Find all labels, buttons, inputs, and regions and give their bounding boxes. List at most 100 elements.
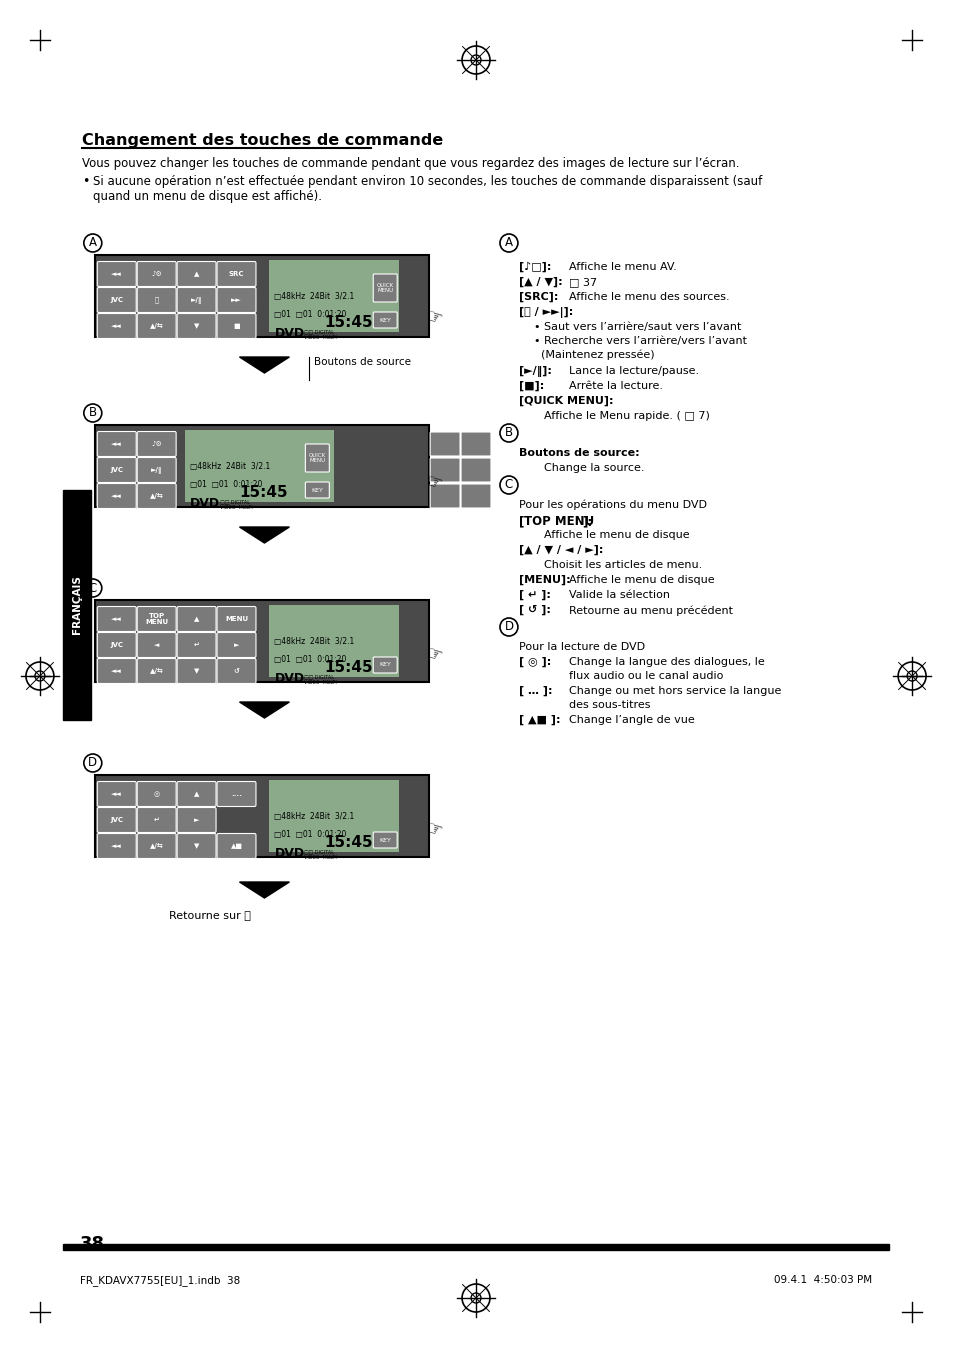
Text: □48kHz  24Bit  3/2.1: □48kHz 24Bit 3/2.1 — [274, 292, 355, 301]
Text: KEY: KEY — [379, 837, 391, 842]
Text: □ 37: □ 37 — [568, 277, 597, 287]
Text: 15:45: 15:45 — [324, 836, 373, 850]
FancyBboxPatch shape — [217, 781, 255, 807]
Text: A: A — [504, 237, 513, 250]
Text: ◄◄: ◄◄ — [112, 844, 122, 849]
Text: des sous-titres: des sous-titres — [568, 700, 650, 710]
FancyBboxPatch shape — [97, 314, 136, 338]
Text: KEY: KEY — [379, 318, 391, 323]
FancyBboxPatch shape — [137, 484, 176, 508]
FancyBboxPatch shape — [430, 433, 459, 456]
Text: Affiche le menu de disque: Affiche le menu de disque — [568, 575, 714, 585]
Text: TOP
MENU: TOP MENU — [145, 612, 168, 626]
Text: Change ou met hors service la langue: Change ou met hors service la langue — [568, 685, 781, 696]
FancyBboxPatch shape — [217, 633, 255, 657]
Text: [ ↵ ]:: [ ↵ ]: — [518, 589, 550, 600]
FancyBboxPatch shape — [373, 312, 396, 329]
Text: Affiche le menu des sources.: Affiche le menu des sources. — [568, 292, 729, 301]
Text: □48kHz  24Bit  3/2.1: □48kHz 24Bit 3/2.1 — [274, 813, 355, 821]
FancyBboxPatch shape — [137, 457, 176, 483]
FancyBboxPatch shape — [305, 443, 329, 472]
Text: [QUICK MENU]:: [QUICK MENU]: — [518, 396, 613, 406]
Text: Affiche le Menu rapide. ( □ 7): Affiche le Menu rapide. ( □ 7) — [543, 411, 709, 420]
FancyBboxPatch shape — [305, 483, 329, 498]
Text: 15:45: 15:45 — [324, 315, 373, 330]
FancyBboxPatch shape — [185, 430, 334, 502]
Text: KEY: KEY — [311, 488, 323, 492]
Text: [MENU]:: [MENU]: — [518, 575, 570, 585]
FancyBboxPatch shape — [460, 484, 491, 508]
FancyBboxPatch shape — [177, 607, 215, 631]
FancyBboxPatch shape — [97, 457, 136, 483]
Text: FRANÇAIS: FRANÇAIS — [71, 576, 82, 634]
Text: ]:: ]: — [581, 515, 592, 529]
Text: [ ◎ ]:: [ ◎ ]: — [518, 657, 551, 668]
FancyBboxPatch shape — [217, 658, 255, 684]
Text: Change la langue des dialogues, le: Change la langue des dialogues, le — [568, 657, 763, 667]
Text: ►/‖: ►/‖ — [151, 466, 162, 473]
Bar — [63, 1244, 888, 1251]
Polygon shape — [239, 882, 289, 898]
Text: Change la source.: Change la source. — [543, 462, 643, 473]
FancyBboxPatch shape — [217, 314, 255, 338]
FancyBboxPatch shape — [137, 833, 176, 859]
Text: DVD: DVD — [274, 846, 304, 860]
Text: •: • — [82, 174, 90, 188]
Text: KEY: KEY — [379, 662, 391, 668]
Text: ►/‖: ►/‖ — [191, 296, 202, 303]
FancyBboxPatch shape — [137, 431, 176, 457]
Text: 15:45: 15:45 — [324, 660, 373, 675]
Text: • Recherche vers l’arrière/vers l’avant: • Recherche vers l’arrière/vers l’avant — [534, 337, 746, 346]
Text: ◎: ◎ — [153, 791, 159, 796]
FancyBboxPatch shape — [177, 781, 215, 807]
Text: FR_KDAVX7755[EU]_1.indb  38: FR_KDAVX7755[EU]_1.indb 38 — [80, 1275, 240, 1286]
Text: Boutons de source:: Boutons de source: — [518, 448, 639, 458]
Text: ▼: ▼ — [193, 323, 199, 329]
Text: □01  □01  0:01:20: □01 □01 0:01:20 — [274, 310, 347, 319]
Text: 15:45: 15:45 — [239, 485, 288, 500]
FancyBboxPatch shape — [94, 600, 429, 681]
Text: [▲ / ▼]:: [▲ / ▼]: — [518, 277, 562, 287]
Text: ◄◄: ◄◄ — [112, 668, 122, 675]
FancyBboxPatch shape — [97, 431, 136, 457]
FancyBboxPatch shape — [94, 425, 429, 507]
Text: JVC: JVC — [111, 817, 123, 823]
Text: ▼: ▼ — [193, 668, 199, 675]
Text: ▲: ▲ — [193, 791, 199, 796]
Text: flux audio ou le canal audio: flux audio ou le canal audio — [568, 671, 722, 681]
Text: DVD: DVD — [274, 672, 304, 685]
Text: ◄◄: ◄◄ — [112, 617, 122, 622]
Text: [ … ]:: [ … ]: — [518, 685, 552, 696]
Bar — [63, 489, 91, 721]
Text: ▲/⇆: ▲/⇆ — [150, 844, 163, 849]
FancyBboxPatch shape — [137, 807, 176, 833]
Polygon shape — [239, 357, 289, 373]
FancyBboxPatch shape — [460, 433, 491, 456]
FancyBboxPatch shape — [217, 833, 255, 859]
FancyBboxPatch shape — [137, 781, 176, 807]
Text: ◄◄: ◄◄ — [112, 791, 122, 796]
Text: QUICK
MENU: QUICK MENU — [376, 283, 394, 293]
Text: [⧀ / ►►|]:: [⧀ / ►►|]: — [518, 307, 573, 318]
Text: Lance la lecture/pause.: Lance la lecture/pause. — [568, 366, 699, 376]
Text: Si aucune opération n’est effectuée pendant environ 10 secondes, les touches de : Si aucune opération n’est effectuée pend… — [92, 174, 761, 188]
Text: C: C — [89, 581, 97, 595]
Text: A: A — [89, 237, 96, 250]
Text: JVC: JVC — [111, 297, 123, 303]
Text: □01  □01  0:01:20: □01 □01 0:01:20 — [190, 480, 262, 489]
Text: ◄◄: ◄◄ — [112, 270, 122, 277]
Text: ▲: ▲ — [193, 270, 199, 277]
FancyBboxPatch shape — [460, 458, 491, 483]
Text: Choisit les articles de menu.: Choisit les articles de menu. — [543, 560, 701, 571]
Text: ↵: ↵ — [153, 817, 159, 823]
Text: [SRC]:: [SRC]: — [518, 292, 558, 303]
FancyBboxPatch shape — [137, 658, 176, 684]
FancyBboxPatch shape — [97, 607, 136, 631]
Text: ◄◄: ◄◄ — [112, 441, 122, 448]
Text: Affiche le menu de disque: Affiche le menu de disque — [543, 530, 689, 539]
Text: ►►: ►► — [231, 297, 242, 303]
FancyBboxPatch shape — [97, 261, 136, 287]
Text: B: B — [504, 426, 513, 439]
Text: [ ▲■ ]:: [ ▲■ ]: — [518, 715, 559, 725]
Text: ■: ■ — [233, 323, 239, 329]
